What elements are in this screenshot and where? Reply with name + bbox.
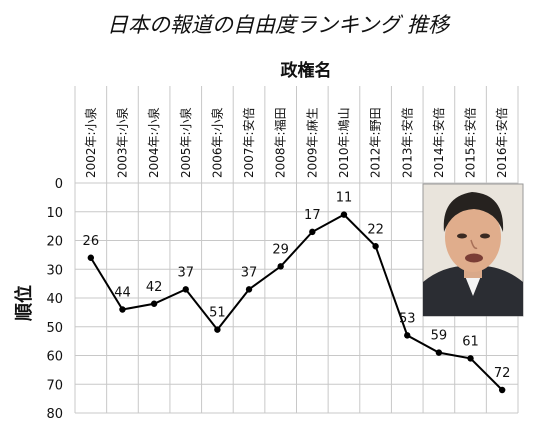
data-label: 26 bbox=[83, 234, 100, 249]
x-category-label: 2009年:麻生 bbox=[304, 107, 319, 178]
y-tick-label: 30 bbox=[46, 263, 63, 278]
data-point bbox=[467, 355, 474, 362]
data-point bbox=[87, 254, 95, 261]
data-label: 17 bbox=[304, 208, 321, 223]
y-tick-label: 60 bbox=[46, 350, 63, 365]
x-category-label: 2002年:小泉 bbox=[84, 107, 98, 178]
x-category-label: 2008年:福田 bbox=[273, 107, 288, 178]
x-category-label: 2012年:野田 bbox=[369, 107, 383, 178]
y-tick-label: 20 bbox=[46, 235, 63, 250]
data-label: 61 bbox=[462, 334, 479, 349]
x-category-label: 2014年:安倍 bbox=[431, 107, 446, 178]
series: 26 44 42 37 51 37 29 17 11 22 53 59 61 72 bbox=[83, 191, 511, 394]
data-label: 37 bbox=[241, 265, 258, 280]
data-point bbox=[404, 332, 411, 339]
data-label: 11 bbox=[336, 191, 353, 206]
data-label: 72 bbox=[494, 366, 511, 381]
y-tick-label: 0 bbox=[55, 177, 63, 192]
y-tick-label: 10 bbox=[46, 206, 63, 221]
data-label: 29 bbox=[272, 242, 289, 257]
data-point bbox=[435, 349, 443, 356]
data-point bbox=[119, 306, 126, 313]
data-label: 42 bbox=[146, 280, 163, 295]
data-point bbox=[498, 386, 506, 394]
data-label: 51 bbox=[209, 306, 226, 321]
y-tick-label: 50 bbox=[46, 321, 63, 336]
data-point bbox=[277, 263, 284, 270]
x-category-label: 2004年:小泉 bbox=[147, 107, 161, 178]
x-category-label: 2006年:小泉 bbox=[210, 107, 224, 178]
data-point bbox=[340, 211, 348, 218]
y-tick-label: 40 bbox=[46, 292, 63, 307]
chart-title: 日本の報道の自由度ランキング 推移 bbox=[107, 13, 451, 37]
grid bbox=[74, 86, 519, 414]
data-point bbox=[214, 326, 221, 333]
data-label: 59 bbox=[431, 329, 448, 344]
series-line bbox=[89, 213, 503, 391]
data-point bbox=[150, 300, 158, 307]
data-point bbox=[182, 286, 189, 293]
data-label: 22 bbox=[367, 222, 384, 237]
y-tick-label: 80 bbox=[46, 407, 63, 422]
x-category-label: 2003年:小泉 bbox=[115, 107, 129, 178]
data-point bbox=[245, 286, 253, 293]
data-label: 44 bbox=[114, 286, 131, 301]
x-category-label: 2010年:鳩山 bbox=[337, 107, 351, 178]
data-point bbox=[372, 243, 379, 250]
y-axis-label: 順位 bbox=[13, 285, 35, 321]
data-point bbox=[309, 228, 316, 236]
x-axis-categories: 2002年:小泉 2003年:小泉 2004年:小泉 2005年:小泉 2006年:小泉… bbox=[84, 107, 509, 178]
x-category-label: 2005年:小泉 bbox=[179, 107, 193, 178]
y-axis-ticks: 0 10 20 30 40 50 60 70 80 bbox=[46, 177, 63, 422]
person-photo bbox=[422, 183, 524, 317]
chart-subtitle: 政権名 bbox=[281, 60, 332, 81]
x-category-label: 2015年:安倍 bbox=[463, 107, 478, 178]
y-tick-label: 70 bbox=[46, 378, 63, 393]
x-category-label: 2007年:安倍 bbox=[241, 107, 256, 178]
data-label: 37 bbox=[177, 265, 194, 280]
x-category-label: 2013年:安倍 bbox=[399, 107, 414, 178]
data-label: 53 bbox=[399, 311, 416, 326]
x-category-label: 2016年:安倍 bbox=[494, 107, 509, 178]
